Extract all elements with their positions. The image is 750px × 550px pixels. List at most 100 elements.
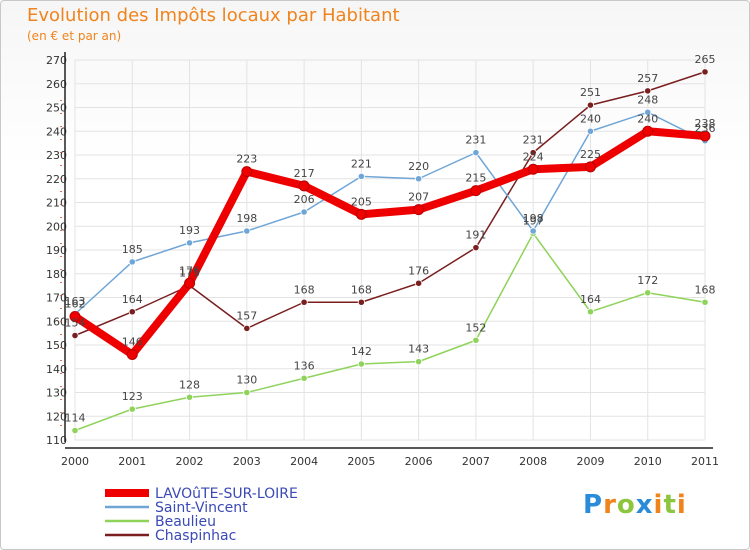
- data-point: [472, 336, 480, 344]
- data-point: [126, 349, 138, 360]
- x-tick-label: 2008: [519, 455, 547, 468]
- y-tick-label: 160: [46, 315, 67, 328]
- data-label: 225: [580, 148, 601, 161]
- data-label: 168: [351, 283, 372, 296]
- data-point: [357, 298, 365, 306]
- data-label: 265: [695, 53, 716, 66]
- data-label: 215: [465, 172, 486, 185]
- data-label: 154: [65, 317, 86, 330]
- series-line-0: [74, 71, 706, 337]
- data-label: 223: [236, 153, 257, 166]
- data-point: [586, 101, 595, 109]
- series-line-3: [71, 127, 709, 359]
- data-label: 193: [179, 224, 200, 237]
- y-tick-label: 240: [46, 125, 67, 138]
- data-label: 164: [122, 293, 143, 306]
- data-label: 172: [637, 274, 658, 287]
- data-label: 191: [465, 229, 486, 242]
- data-label: 123: [122, 390, 143, 403]
- legend-label: Saint-Vincent: [155, 500, 248, 516]
- data-point: [300, 298, 308, 306]
- data-label: 236: [695, 122, 716, 135]
- data-label: 136: [294, 359, 315, 372]
- data-point: [243, 227, 251, 235]
- y-tick-label: 210: [46, 197, 67, 210]
- chart-subtitle: (en € et par an): [27, 29, 122, 43]
- data-point: [128, 405, 136, 413]
- logo-letter: r: [603, 490, 617, 520]
- data-label: 205: [351, 195, 372, 208]
- data-point: [69, 311, 81, 322]
- data-label: 240: [580, 112, 601, 125]
- data-point: [472, 244, 480, 252]
- data-point: [701, 298, 709, 306]
- data-point: [185, 393, 194, 401]
- data-label: 168: [294, 283, 315, 296]
- data-label: 238: [695, 117, 716, 130]
- data-label: 176: [179, 264, 200, 277]
- y-tick-label: 120: [46, 410, 67, 423]
- data-label: 146: [122, 336, 143, 349]
- data-point: [185, 239, 194, 247]
- y-tick-label: 260: [46, 78, 67, 91]
- data-point: [241, 166, 253, 178]
- data-point: [644, 289, 652, 297]
- data-point: [642, 125, 654, 137]
- y-tick-label: 170: [46, 292, 67, 305]
- data-label: 221: [351, 157, 372, 170]
- y-tick-label: 190: [46, 244, 67, 257]
- logo-letter: o: [616, 490, 636, 520]
- y-tick-label: 250: [46, 102, 67, 115]
- x-tick-label: 2005: [347, 455, 375, 468]
- data-point: [71, 426, 79, 435]
- data-label: 128: [179, 378, 200, 391]
- data-label: 257: [637, 72, 658, 85]
- logo-letter: P: [583, 490, 604, 520]
- data-point: [298, 180, 310, 192]
- data-point: [584, 161, 596, 173]
- logo-letter: x: [635, 490, 654, 520]
- proxiti-logo: Proxiti: [583, 490, 687, 520]
- series-line-1: [74, 232, 706, 432]
- data-label: 142: [351, 345, 372, 358]
- data-label: 217: [294, 167, 315, 180]
- data-label: 157: [236, 309, 257, 322]
- data-label: 114: [65, 412, 86, 425]
- data-label: 231: [465, 134, 486, 147]
- x-tick-label: 2011: [691, 455, 719, 468]
- data-label: 248: [637, 93, 658, 106]
- y-tick-label: 200: [46, 220, 67, 233]
- data-point: [184, 277, 196, 289]
- data-point: [644, 87, 652, 95]
- data-point: [300, 208, 308, 216]
- data-label: 175: [179, 267, 200, 280]
- data-point: [415, 279, 423, 287]
- y-tick-label: 230: [46, 149, 67, 162]
- data-label: 163: [65, 295, 86, 308]
- x-tick-label: 2002: [176, 455, 204, 468]
- data-label: 168: [695, 283, 716, 296]
- data-point: [644, 108, 652, 116]
- data-point: [529, 149, 537, 157]
- data-point: [128, 258, 136, 266]
- data-point: [415, 358, 423, 366]
- data-point: [529, 227, 537, 235]
- data-label: 197: [523, 214, 544, 227]
- data-label: 207: [408, 191, 429, 204]
- x-tick-label: 2007: [462, 455, 490, 468]
- x-tick-label: 2003: [233, 455, 261, 468]
- y-tick-label: 140: [46, 363, 67, 376]
- series-line-2: [74, 111, 706, 315]
- data-point: [243, 388, 251, 397]
- x-tick-label: 2001: [118, 455, 146, 468]
- data-label: 152: [465, 321, 486, 334]
- x-tick-label: 2006: [405, 455, 433, 468]
- x-tick-label: 2009: [576, 455, 604, 468]
- data-label: 185: [122, 243, 143, 256]
- data-label: 206: [294, 193, 315, 206]
- data-label: 231: [523, 134, 544, 147]
- x-tick-label: 2010: [634, 455, 662, 468]
- logo-letter: t: [663, 490, 677, 520]
- y-tick-label: 180: [46, 268, 67, 281]
